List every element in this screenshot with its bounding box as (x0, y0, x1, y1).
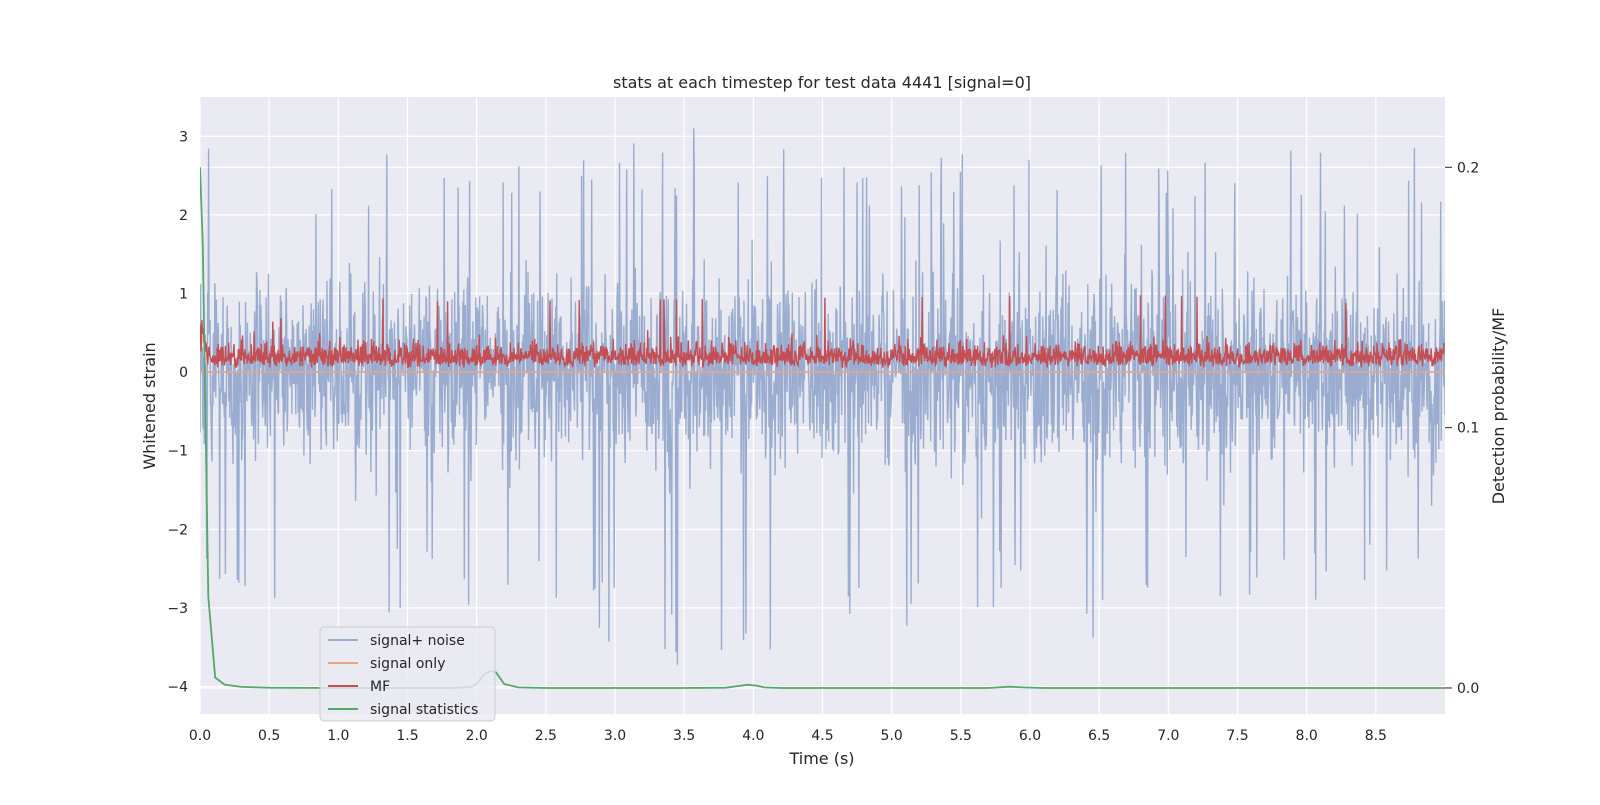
y-tick-label: 0 (179, 365, 188, 381)
x-tick-label: 8.0 (1296, 728, 1318, 744)
x-tick-label: 2.5 (535, 728, 557, 744)
right-y-tick-label: 0.1 (1457, 421, 1479, 437)
x-tick-label: 1.5 (396, 728, 418, 744)
x-tick-label: 7.0 (1157, 728, 1179, 744)
x-tick-labels: 0.0 0.5 1.0 1.5 2.0 2.5 3.0 3.5 4.0 4.5 5.0 5.5 6.0 6… (189, 728, 1387, 744)
y-tick-label: 1 (179, 286, 188, 302)
series-2 (200, 295, 1445, 369)
y-axis-label: Whitened strain (140, 342, 159, 469)
right-y-tick-label: 0.2 (1457, 160, 1479, 176)
x-tick-label: 0.0 (189, 728, 211, 744)
right-y-tick-label: 0.0 (1457, 681, 1479, 697)
series-3 (200, 167, 1445, 689)
x-tick-label: 3.0 (604, 728, 626, 744)
y-tick-label: 3 (179, 129, 188, 145)
x-tick-label: 8.5 (1365, 728, 1387, 744)
x-tick-label: 6.0 (1019, 728, 1041, 744)
legend-label: signal+ noise (370, 633, 465, 649)
x-tick-label: 6.5 (1088, 728, 1110, 744)
series-line-mf (200, 295, 1445, 369)
legend-box (319, 626, 496, 722)
chart-title: stats at each timestep for test data 444… (613, 73, 1031, 92)
x-tick-label: 3.5 (673, 728, 695, 744)
right-y-tick-labels: 0.2 0.1 0.0 (1445, 160, 1479, 697)
legend: signal+ noise signal only MF signal statist… (319, 626, 496, 722)
right-y-axis-label: Detection probability/MF (1489, 308, 1508, 505)
y-tick-label: 2 (179, 208, 188, 224)
x-tick-label: 4.0 (742, 728, 764, 744)
x-tick-label: 0.5 (258, 728, 280, 744)
x-tick-label: 5.5 (950, 728, 972, 744)
x-tick-label: 2.0 (466, 728, 488, 744)
x-tick-label: 4.5 (811, 728, 833, 744)
x-tick-label: 1.0 (327, 728, 349, 744)
y-tick-labels: 3 2 1 0 −1 −2 −3 −4 (167, 129, 188, 695)
series-line-signal-statistics (200, 167, 1445, 689)
y-tick-label: −1 (167, 444, 188, 460)
series-layer (200, 128, 1445, 689)
legend-label: MF (370, 679, 390, 695)
x-tick-label: 5.0 (881, 728, 903, 744)
legend-label: signal statistics (370, 702, 478, 718)
legend-label: signal only (370, 656, 445, 672)
x-axis-label: Time (s) (788, 749, 854, 768)
y-tick-label: −3 (167, 601, 188, 617)
x-tick-label: 7.5 (1226, 728, 1248, 744)
y-tick-label: −2 (167, 522, 188, 538)
y-tick-label: −4 (167, 679, 188, 695)
